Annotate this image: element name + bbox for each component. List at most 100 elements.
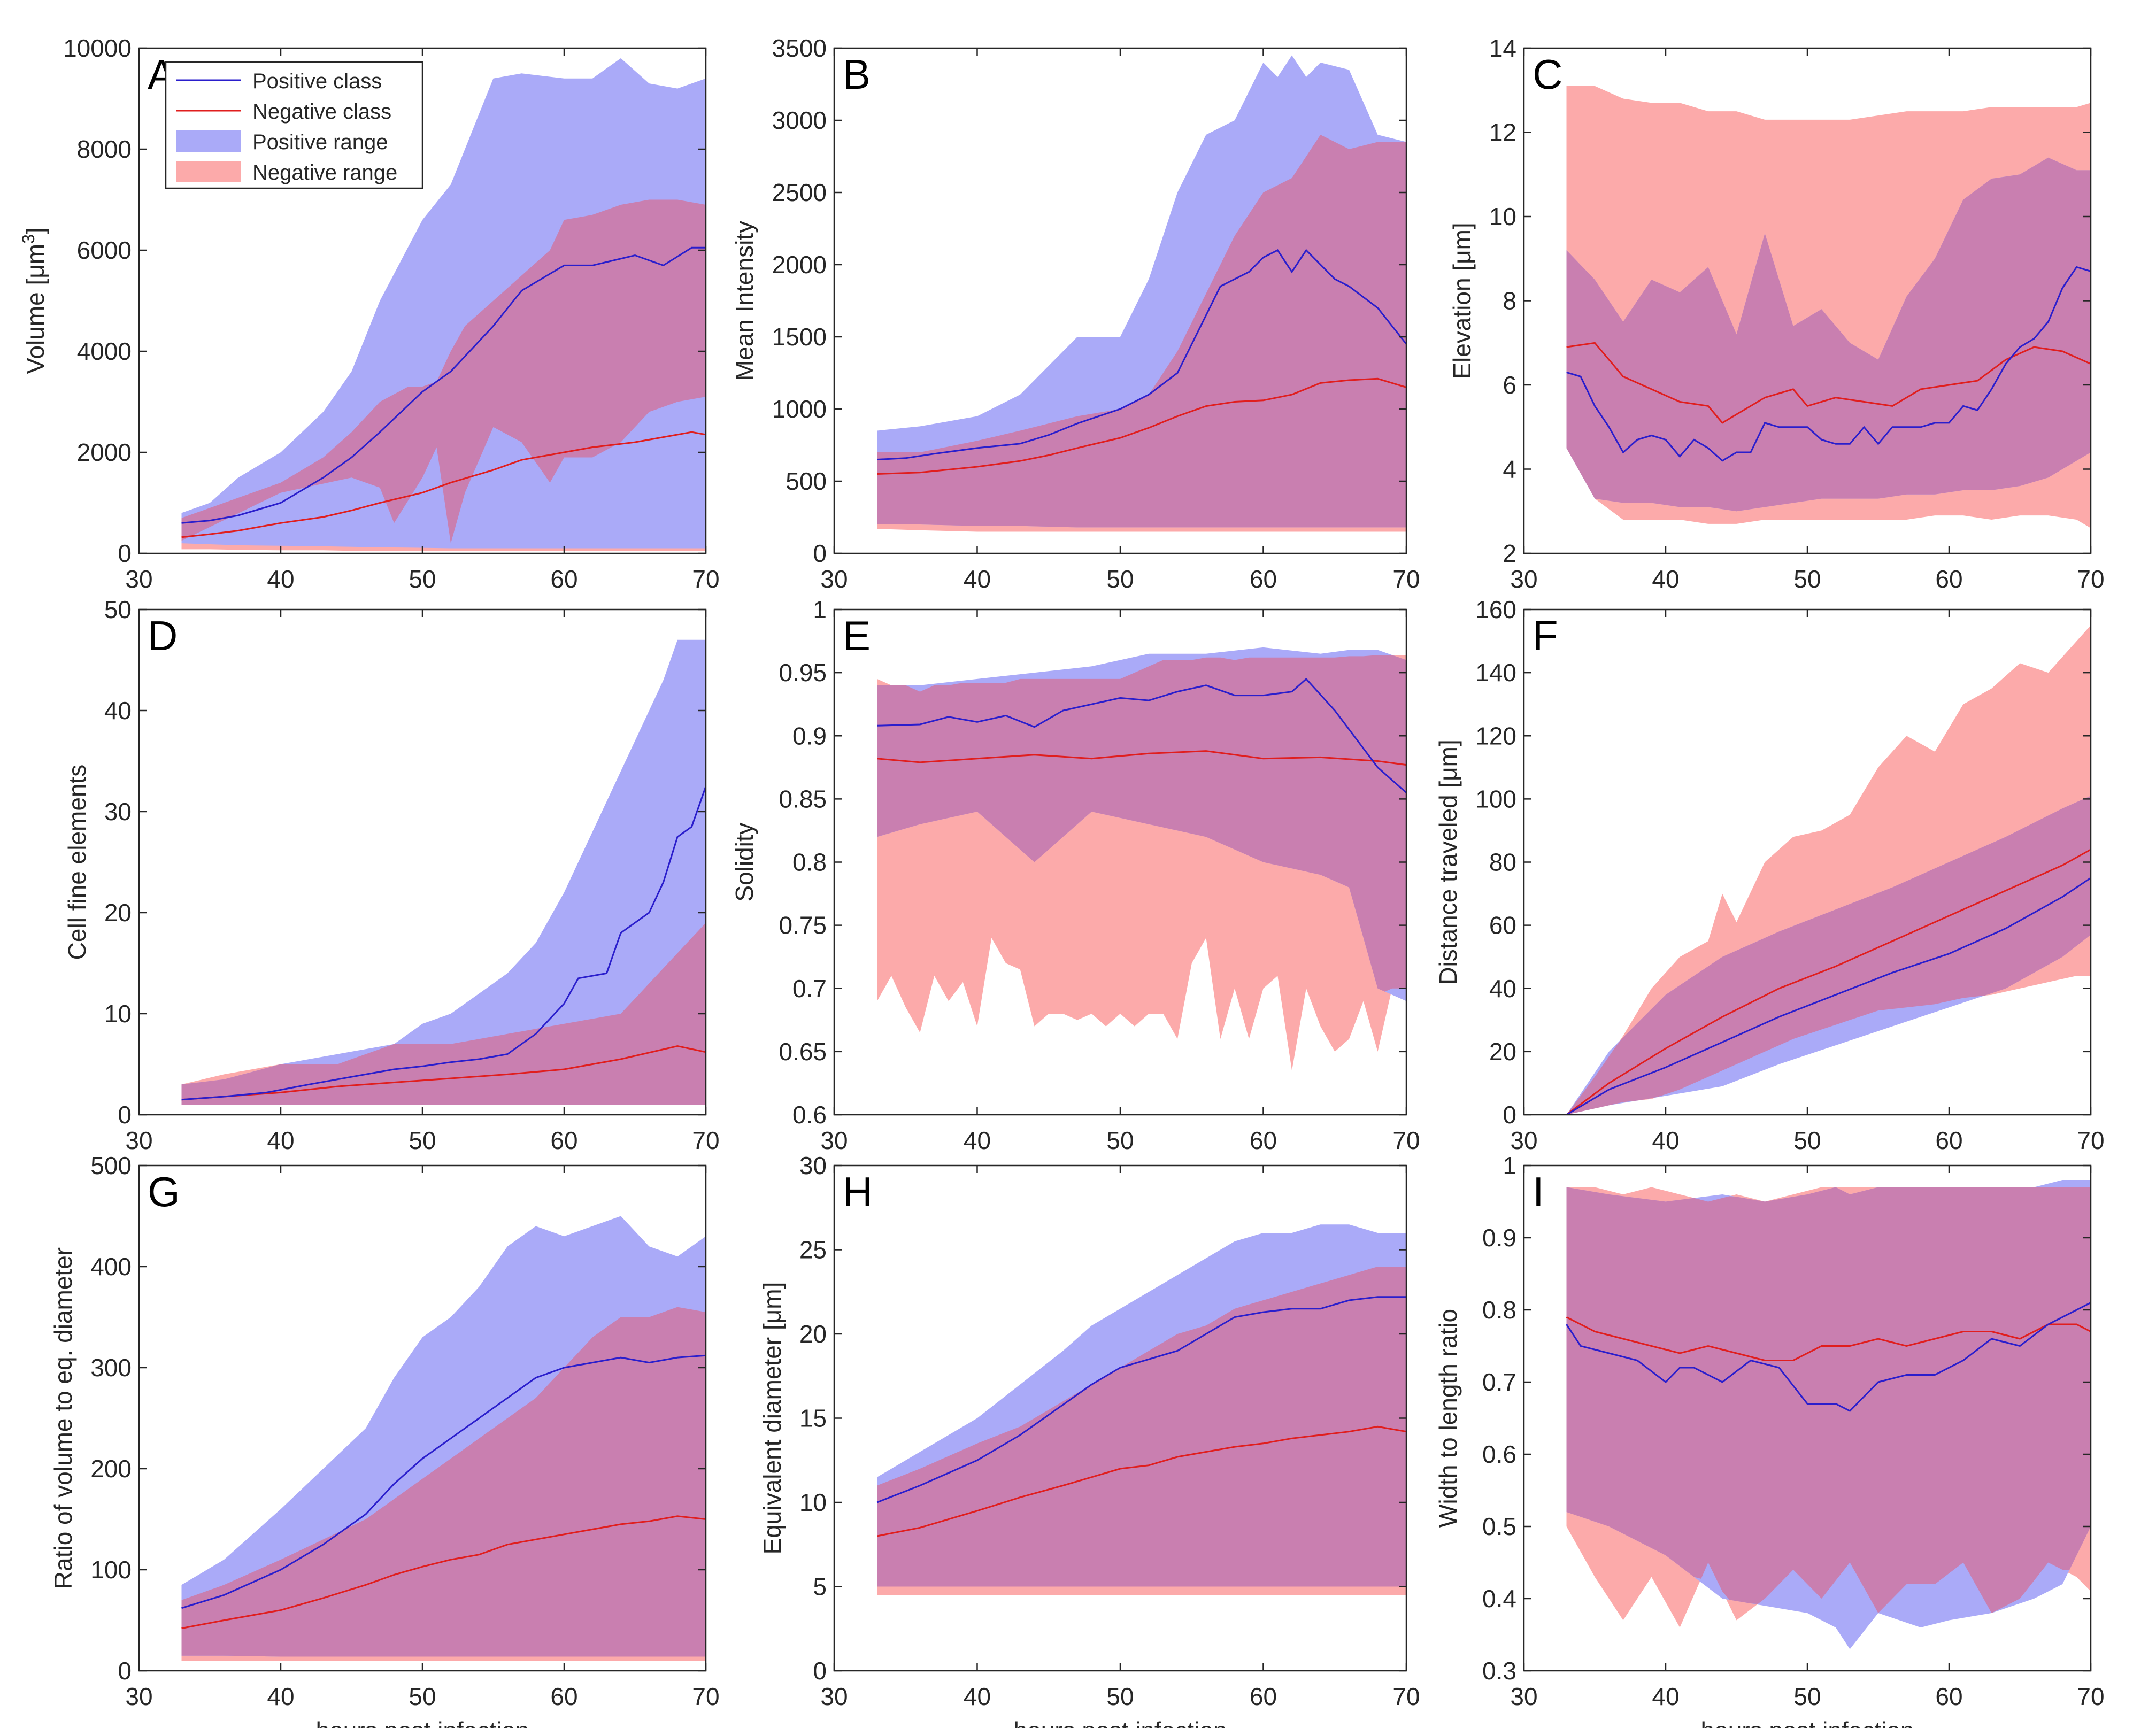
x-tick-label: 60 [550,565,578,593]
negative-class-line [877,750,1406,766]
x-axis-label: hours post infection [1701,1717,1914,1728]
x-tick-label: 60 [1935,565,1962,593]
overlap-range-band [1566,1187,2091,1613]
x-axis-label: hours post infection [1014,1717,1227,1728]
x-tick-label: 40 [267,1683,294,1710]
plot-area-b [877,55,1406,532]
y-tick-label: 10 [104,1000,132,1028]
x-tick-label: 70 [1392,1127,1420,1154]
y-tick-label: 200 [90,1455,132,1483]
y-tick-label: 1 [813,596,827,623]
y-tick-label: 0 [118,1101,132,1129]
x-tick-label: 50 [409,565,436,593]
y-tick-label: 50 [104,596,132,623]
x-tick-label: 50 [1106,565,1134,593]
legend-label: Negative class [252,100,391,124]
y-tick-label: 2 [1503,539,1516,567]
overlap-range-band [877,135,1406,528]
x-tick-label: 50 [409,1683,436,1710]
x-tick-label: 60 [1250,1127,1277,1154]
y-axis-label: Elevation [μm] [1448,222,1476,379]
panel-g: 30 40 50 60 70 0 100 200 300 400 500 Ratio of volum… [49,1152,720,1728]
legend: Positive class Negative class Positive ran… [165,61,424,189]
y-tick-label: 0.8 [1482,1296,1516,1324]
y-tick-label: 0.7 [792,975,827,1002]
x-tick-label: 40 [267,565,294,593]
panel-b: 30 40 50 60 70 0 500 1000 1500 2000 2500 3000 3500 Me… [730,34,1420,593]
panel-c: 30 40 50 60 70 2 4 6 8 10 12 14 Elevation [μm] C [1448,34,2105,593]
y-tick-label: 500 [90,1152,132,1179]
y-tick-label: 2500 [772,179,827,206]
x-tick-label: 30 [1510,565,1537,593]
y-tick-label: 0.4 [1482,1585,1516,1613]
y-axis-label: Solidity [730,822,758,901]
y-tick-label: 0 [813,1657,827,1685]
y-tick-label: 8000 [77,135,132,163]
y-axis-label: Width to length ratio [1434,1309,1462,1528]
y-tick-label: 40 [1489,975,1516,1002]
positive-class-line [1566,1302,2091,1412]
y-tick-label: 4 [1503,456,1516,483]
x-tick-label: 60 [1935,1683,1962,1710]
x-tick-label: 70 [2077,1683,2104,1710]
negative-class-line [1566,342,2091,424]
panel-letter: C [1533,51,1562,98]
y-tick-label: 3000 [772,106,827,134]
overlap-range-band [181,199,706,544]
x-tick-label: 50 [1793,1683,1821,1710]
plot-area-e [877,647,1406,1071]
positive-class-line [877,677,1406,793]
superscript: 3 [19,234,38,244]
panel-letter: F [1533,612,1558,659]
y-tick-label: 5 [813,1573,827,1601]
plot-area-g [181,1216,706,1661]
y-tick-label: 100 [90,1556,132,1584]
y-tick-label: 10 [799,1488,827,1516]
x-tick-label: 40 [964,565,991,593]
y-tick-label: 4000 [77,337,132,365]
y-tick-label: 500 [786,467,827,495]
x-tick-label: 40 [1652,565,1679,593]
x-tick-label: 40 [1652,1127,1679,1154]
plot-area-f [1566,625,2091,1115]
overlap-range-band [877,1267,1406,1587]
x-tick-label: 50 [409,1127,436,1154]
positive-class-line [181,246,706,524]
positive-class-line [181,1354,706,1609]
y-axis-label-rest: ] [21,227,49,234]
x-tick-label: 70 [2077,1127,2104,1154]
negative-class-line [877,377,1406,475]
x-tick-label: 50 [1106,1683,1134,1710]
panel-d: 30 40 50 60 70 0 10 20 30 40 50 Cell fine elements D [63,596,720,1154]
x-tick-label: 30 [820,1127,848,1154]
x-tick-label: 30 [820,565,848,593]
panel-letter: B [843,51,871,98]
negative-class-line [181,1515,706,1630]
y-tick-label: 30 [799,1152,827,1179]
panel-letter: E [843,612,871,659]
y-tick-label: 0.8 [792,848,827,876]
y-tick-label: 100 [1475,785,1516,813]
y-tick-label: 2000 [77,438,132,466]
y-axis-label: Equivalent diameter [μm] [758,1282,786,1555]
y-tick-label: 0.7 [1482,1368,1516,1396]
y-tick-label: 0.65 [779,1038,827,1066]
x-tick-label: 60 [1250,1683,1277,1710]
overlap-range-band [181,922,706,1105]
y-tick-label: 0.3 [1482,1657,1516,1685]
y-tick-label: 20 [104,899,132,927]
y-axis-label: Ratio of volume to eq. diameter [49,1247,77,1589]
x-tick-label: 30 [820,1683,848,1710]
y-axis-label: Volume [μm3] [19,227,49,374]
overlap-range-band [1566,796,2091,1115]
x-tick-label: 70 [692,565,719,593]
legend-label: Positive range [252,130,388,154]
positive-class-line [1566,877,2091,1115]
positive-class-line [876,1296,1406,1503]
plot-area-h [876,1224,1406,1595]
y-tick-label: 40 [104,697,132,724]
negative-class-line [181,431,706,538]
x-tick-label: 60 [1250,565,1277,593]
y-tick-label: 0.6 [792,1101,827,1129]
y-tick-label: 20 [799,1320,827,1348]
